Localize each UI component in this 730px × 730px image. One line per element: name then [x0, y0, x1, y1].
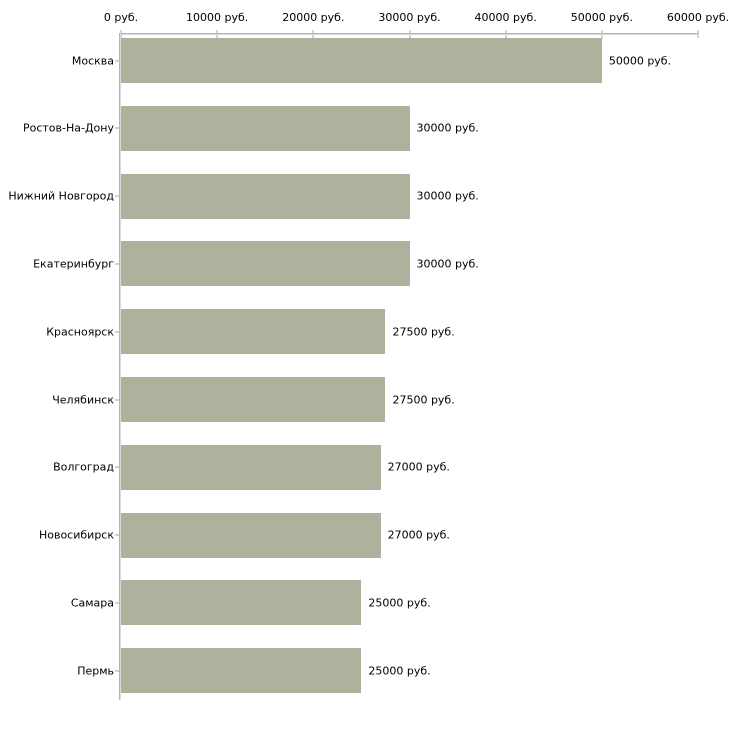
category-label: Самара: [70, 596, 114, 610]
bar-1: [121, 105, 410, 151]
category-tick-mark: [115, 534, 119, 537]
bar-0: [121, 38, 602, 83]
value-label: 27500 руб.: [392, 325, 455, 339]
category-tick-mark: [115, 59, 119, 62]
category-label: Екатеринбург: [33, 257, 114, 271]
category-label: Новосибирск: [38, 528, 114, 542]
bar-4: [121, 309, 386, 355]
x-tick-label: 40000 руб.: [474, 11, 537, 24]
category-label: Нижний Новгород: [8, 189, 114, 203]
x-tick-label: 20000 руб.: [282, 11, 345, 24]
category-tick-mark: [115, 669, 119, 672]
value-label: 25000 руб.: [368, 664, 431, 678]
value-label: 50000 руб.: [608, 54, 672, 67]
category-tick-mark: [115, 262, 119, 265]
x-tick-label: 30000 руб.: [378, 11, 441, 24]
bar-3: [121, 241, 410, 287]
bar-8: [121, 580, 362, 626]
category-tick-mark: [115, 398, 119, 401]
bar-7: [121, 512, 381, 558]
x-tick-label: 50000 руб.: [570, 11, 633, 24]
x-tick-label: 10000 руб.: [186, 11, 249, 24]
bar-6: [121, 444, 381, 490]
category-tick-mark: [115, 195, 119, 198]
value-label: 30000 руб.: [416, 121, 479, 135]
x-tick-label: 0 руб.: [103, 11, 139, 24]
bar-2: [121, 173, 410, 219]
category-label: Пермь: [77, 664, 114, 678]
category-tick-mark: [115, 127, 119, 130]
value-label: 27000 руб.: [387, 460, 450, 474]
category-tick-mark: [115, 330, 119, 333]
value-label: 30000 руб.: [416, 257, 479, 271]
category-label: Красноярск: [46, 325, 114, 339]
category-tick-mark: [115, 466, 119, 469]
value-label: 27500 руб.: [392, 393, 455, 406]
y-axis-line: [119, 33, 121, 700]
category-label: Волгоград: [53, 460, 114, 474]
category-label: Москва: [71, 54, 114, 67]
bar-5: [121, 377, 386, 422]
category-label: Челябинск: [52, 393, 114, 406]
category-label: Ростов-На-Дону: [22, 121, 114, 135]
category-tick-mark: [115, 601, 119, 604]
bar-9: [121, 648, 362, 694]
value-label: 25000 руб.: [368, 596, 431, 610]
x-axis-line: [119, 33, 699, 35]
x-tick-label: 60000 руб.: [666, 11, 730, 24]
value-label: 27000 руб.: [387, 528, 450, 542]
value-label: 30000 руб.: [416, 189, 479, 203]
